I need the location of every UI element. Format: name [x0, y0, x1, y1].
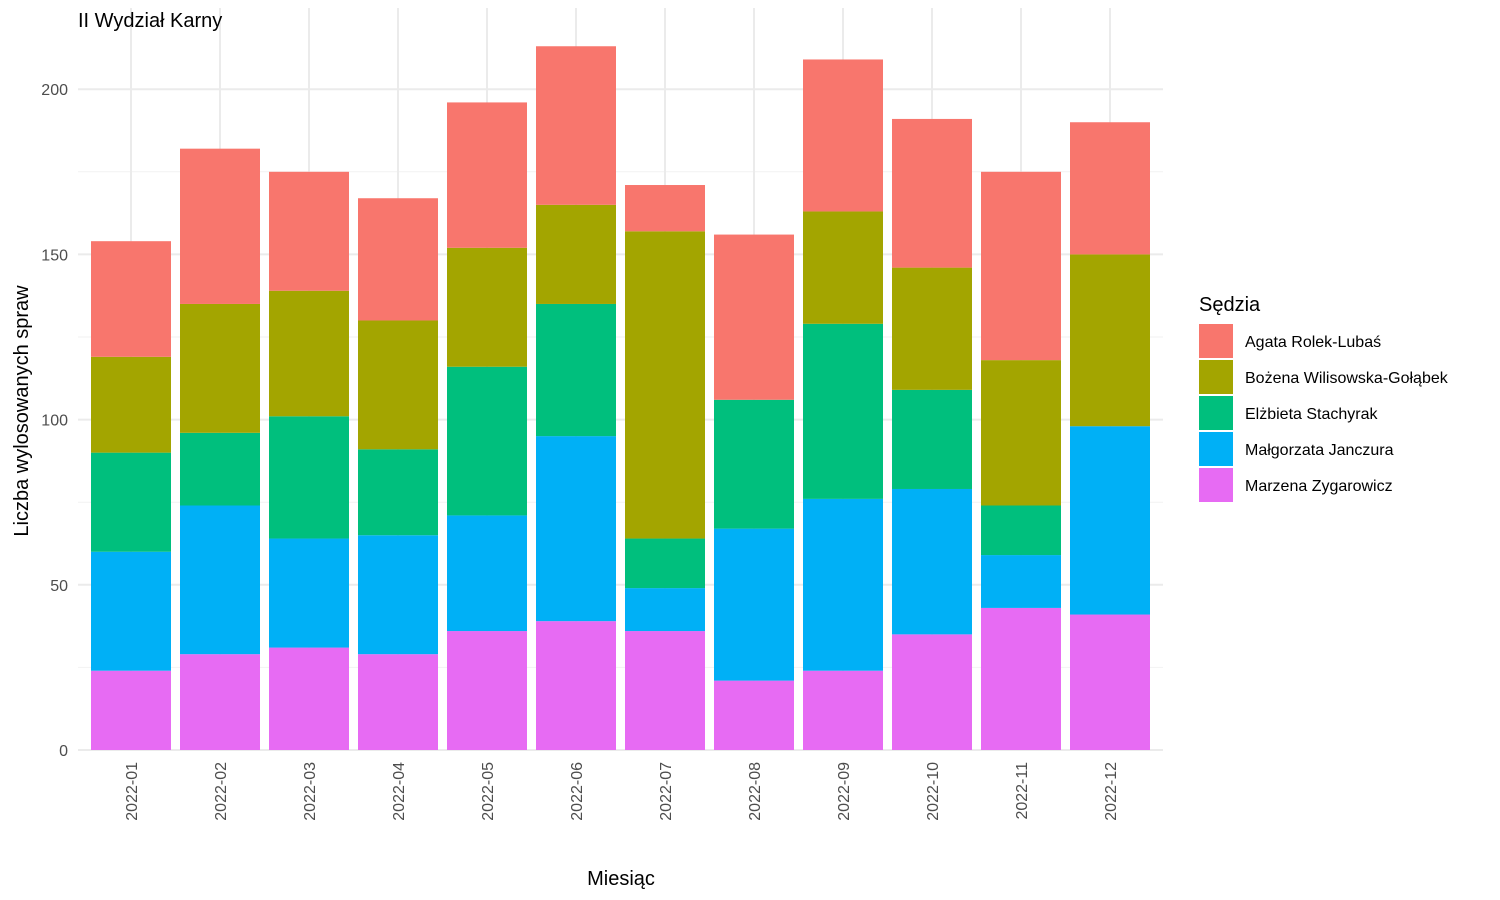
- bar-segment: Elżbieta Stachyrak: 26: [358, 449, 438, 536]
- bar-segment: Bożena Wilisowska-Gołąbek: 44: [981, 360, 1061, 506]
- bar-segment: Małgorzata Janczura: 46: [714, 528, 794, 681]
- bar-segment: Agata Rolek-Lubaś: 47: [180, 148, 260, 304]
- y-tick-label: 100: [41, 413, 68, 430]
- y-tick-label: 0: [59, 743, 68, 760]
- bar-segment: Bożena Wilisowska-Gołąbek: 30: [536, 204, 616, 304]
- bar-segment: Małgorzata Janczura: 44: [892, 488, 972, 635]
- bar-segment: Elżbieta Stachyrak: 22: [180, 432, 260, 506]
- bar-segment: Agata Rolek-Lubaś: 48: [536, 46, 616, 205]
- bar-segment: Małgorzata Janczura: 57: [1070, 426, 1150, 615]
- bar-segment: Elżbieta Stachyrak: 53: [803, 323, 883, 499]
- y-tick-label: 150: [41, 247, 68, 264]
- y-axis-title: Liczba wylosowanych spraw: [11, 285, 33, 537]
- legend: Sędzia Agata Rolek-Lubaś Bożena Wilisowsk…: [1199, 294, 1449, 502]
- legend-key: [1199, 396, 1233, 430]
- bar-segment: Małgorzata Janczura: 33: [269, 538, 349, 648]
- bar-segment: Marzena Zygarowicz: 36: [447, 631, 527, 750]
- bar-segment: Bożena Wilisowska-Gołąbek: 39: [180, 303, 260, 433]
- bar-segment: Elżbieta Stachyrak: 39: [714, 399, 794, 529]
- x-tick-label: 2022-05: [480, 762, 497, 821]
- bar-segment: Małgorzata Janczura: 45: [180, 505, 260, 655]
- bar-segment: Marzena Zygarowicz: 41: [1070, 614, 1150, 750]
- x-tick-label: 2022-10: [925, 762, 942, 821]
- bar-segment: Bożena Wilisowska-Gołąbek: 29: [91, 356, 171, 453]
- bar-segment: Elżbieta Stachyrak: 37: [269, 416, 349, 539]
- bar-segment: Agata Rolek-Lubaś: 35: [91, 241, 171, 357]
- bar-segment: Elżbieta Stachyrak: 15: [981, 505, 1061, 556]
- y-axis-ticks: 0 50 100 150 200: [41, 82, 68, 760]
- bar-segment: Agata Rolek-Lubaś: 14: [625, 185, 705, 232]
- bar-segment: Marzena Zygarowicz: 29: [180, 654, 260, 750]
- bar-segment: Małgorzata Janczura: 16: [981, 555, 1061, 608]
- legend-label: Elżbieta Stachyrak: [1245, 406, 1379, 423]
- legend-label: Bożena Wilisowska-Gołąbek: [1245, 370, 1449, 387]
- bar-segment: Małgorzata Janczura: 35: [447, 515, 527, 632]
- bar-segment: Bożena Wilisowska-Gołąbek: 36: [447, 247, 527, 367]
- legend-key: [1199, 324, 1233, 358]
- bar-segment: Elżbieta Stachyrak: 40: [536, 303, 616, 437]
- legend-label: Marzena Zygarowicz: [1245, 478, 1393, 495]
- chart-title: II Wydział Karny: [78, 10, 222, 32]
- bar-segment: Małgorzata Janczura: 56: [536, 436, 616, 622]
- bar-segment: Bożena Wilisowska-Gołąbek: 37: [892, 267, 972, 390]
- x-axis-title: Miesiąc: [587, 868, 655, 890]
- bar-segment: Marzena Zygarowicz: 24: [91, 670, 171, 750]
- x-tick-label: 2022-11: [1014, 762, 1031, 820]
- bar-segment: Agata Rolek-Lubaś: 40: [1070, 122, 1150, 255]
- bars: Marzena Zygarowicz: 24Małgorzata Janczur…: [91, 46, 1150, 750]
- bar-segment: Marzena Zygarowicz: 39: [536, 621, 616, 750]
- bar-segment: Marzena Zygarowicz: 29: [358, 654, 438, 750]
- bar-segment: Agata Rolek-Lubaś: 50: [714, 234, 794, 400]
- bar-segment: Agata Rolek-Lubaś: 45: [892, 118, 972, 268]
- bar-segment: Bożena Wilisowska-Gołąbek: 38: [269, 290, 349, 417]
- legend-key: [1199, 468, 1233, 502]
- y-tick-label: 200: [41, 82, 68, 99]
- bar-segment: Małgorzata Janczura: 52: [803, 498, 883, 671]
- bar-segment: Elżbieta Stachyrak: 30: [892, 389, 972, 489]
- bar-segment: Bożena Wilisowska-Gołąbek: 52: [1070, 254, 1150, 427]
- bar-segment: Małgorzata Janczura: 13: [625, 588, 705, 632]
- x-tick-label: 2022-08: [747, 762, 764, 821]
- x-axis-ticks: 2022-01 2022-02 2022-03 2022-04 2022-05 2022-…: [124, 762, 1120, 821]
- bar-segment: Agata Rolek-Lubaś: 57: [981, 171, 1061, 361]
- bar-segment: Marzena Zygarowicz: 21: [714, 680, 794, 750]
- bar-segment: Agata Rolek-Lubaś: 44: [447, 102, 527, 248]
- bar-segment: Elżbieta Stachyrak: 30: [91, 452, 171, 552]
- bar-segment: Marzena Zygarowicz: 36: [625, 631, 705, 750]
- x-tick-label: 2022-07: [658, 762, 675, 821]
- x-tick-label: 2022-04: [391, 762, 408, 821]
- bar-segment: Agata Rolek-Lubaś: 36: [269, 171, 349, 291]
- bar-segment: Marzena Zygarowicz: 31: [269, 647, 349, 750]
- x-tick-label: 2022-03: [302, 762, 319, 821]
- bar-segment: Agata Rolek-Lubaś: 46: [803, 59, 883, 212]
- legend-label: Małgorzata Janczura: [1245, 442, 1394, 459]
- y-tick-label: 50: [50, 578, 68, 595]
- x-tick-label: 2022-01: [124, 762, 141, 821]
- x-tick-label: 2022-02: [213, 762, 230, 821]
- bar-segment: Marzena Zygarowicz: 24: [803, 670, 883, 750]
- bar-segment: Elżbieta Stachyrak: 15: [625, 538, 705, 589]
- bar-segment: Bożena Wilisowska-Gołąbek: 93: [625, 231, 705, 539]
- bar-segment: Małgorzata Janczura: 36: [91, 551, 171, 671]
- x-tick-label: 2022-12: [1103, 762, 1120, 821]
- legend-label: Agata Rolek-Lubaś: [1245, 334, 1381, 351]
- x-tick-label: 2022-06: [569, 762, 586, 821]
- bar-segment: Marzena Zygarowicz: 35: [892, 634, 972, 750]
- bar-segment: Bożena Wilisowska-Gołąbek: 34: [803, 211, 883, 324]
- legend-key: [1199, 360, 1233, 394]
- bar-segment: Marzena Zygarowicz: 43: [981, 607, 1061, 750]
- legend-key: [1199, 432, 1233, 466]
- x-tick-label: 2022-09: [836, 762, 853, 821]
- bar-segment: Agata Rolek-Lubaś: 37: [358, 198, 438, 321]
- legend-title: Sędzia: [1199, 294, 1261, 316]
- bar-segment: Bożena Wilisowska-Gołąbek: 39: [358, 320, 438, 450]
- bar-segment: Elżbieta Stachyrak: 45: [447, 366, 527, 516]
- bar-segment: Małgorzata Janczura: 36: [358, 535, 438, 655]
